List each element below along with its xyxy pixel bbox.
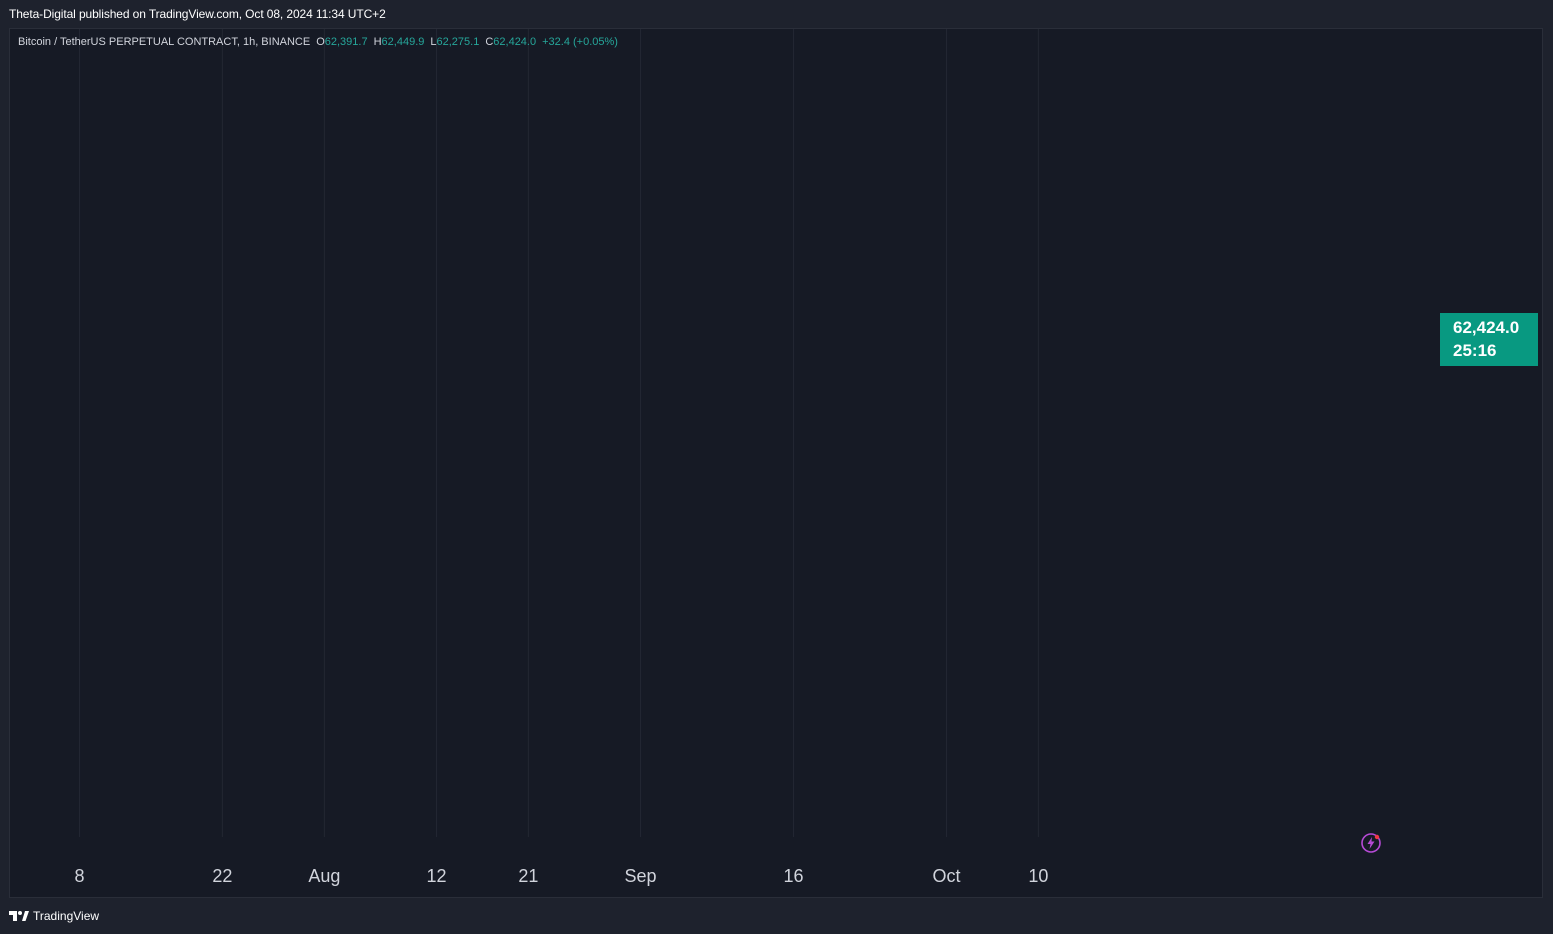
candle-countdown: 25:16	[1453, 341, 1497, 360]
x-tick-label: Sep	[625, 866, 657, 886]
grid-lines	[79, 29, 1039, 837]
change-value: +32.4 (+0.05%)	[542, 36, 618, 48]
x-tick-label: 22	[212, 866, 232, 886]
tradingview-brand: TradingView	[33, 909, 100, 923]
tradingview-footer[interactable]: TradingView	[9, 904, 99, 928]
low-value: 62,275.1	[436, 36, 480, 48]
last-price-value: 62,424.0	[1453, 318, 1520, 337]
symbol-title: Bitcoin / TetherUS PERPETUAL CONTRACT, 1…	[18, 36, 311, 48]
close-value: 62,424.0	[493, 36, 537, 48]
x-tick-label: 12	[427, 866, 447, 886]
x-tick-label: Oct	[933, 866, 961, 886]
axes: 48,000.049,400.050,900.052,500.054,000.0…	[75, 866, 1049, 886]
x-tick-label: 8	[75, 866, 85, 886]
x-tick-label: 21	[518, 866, 538, 886]
x-tick-label: Aug	[308, 866, 340, 886]
lightning-icon[interactable]	[1360, 832, 1382, 854]
high-label: H	[373, 36, 382, 48]
candlestick-chart[interactable]: 48,000.049,400.050,900.052,500.054,000.0…	[10, 29, 1542, 897]
symbol-legend[interactable]: Bitcoin / TetherUS PERPETUAL CONTRACT, 1…	[18, 33, 618, 51]
last-price-tag: 62,424.0 25:16	[1440, 313, 1538, 366]
open-value: 62,391.7	[324, 36, 368, 48]
x-tick-label: 16	[784, 866, 804, 886]
low-label: L	[430, 36, 437, 48]
chart-panel[interactable]: 48,000.049,400.050,900.052,500.054,000.0…	[9, 28, 1543, 898]
close-label: C	[485, 36, 494, 48]
publisher-header: Theta-Digital published on TradingView.c…	[0, 0, 1553, 28]
tradingview-logo-icon	[9, 911, 29, 921]
high-value: 62,449.9	[381, 36, 425, 48]
x-tick-label: 10	[1028, 866, 1048, 886]
publisher-text: Theta-Digital published on TradingView.c…	[9, 7, 386, 21]
open-label: O	[316, 36, 325, 48]
